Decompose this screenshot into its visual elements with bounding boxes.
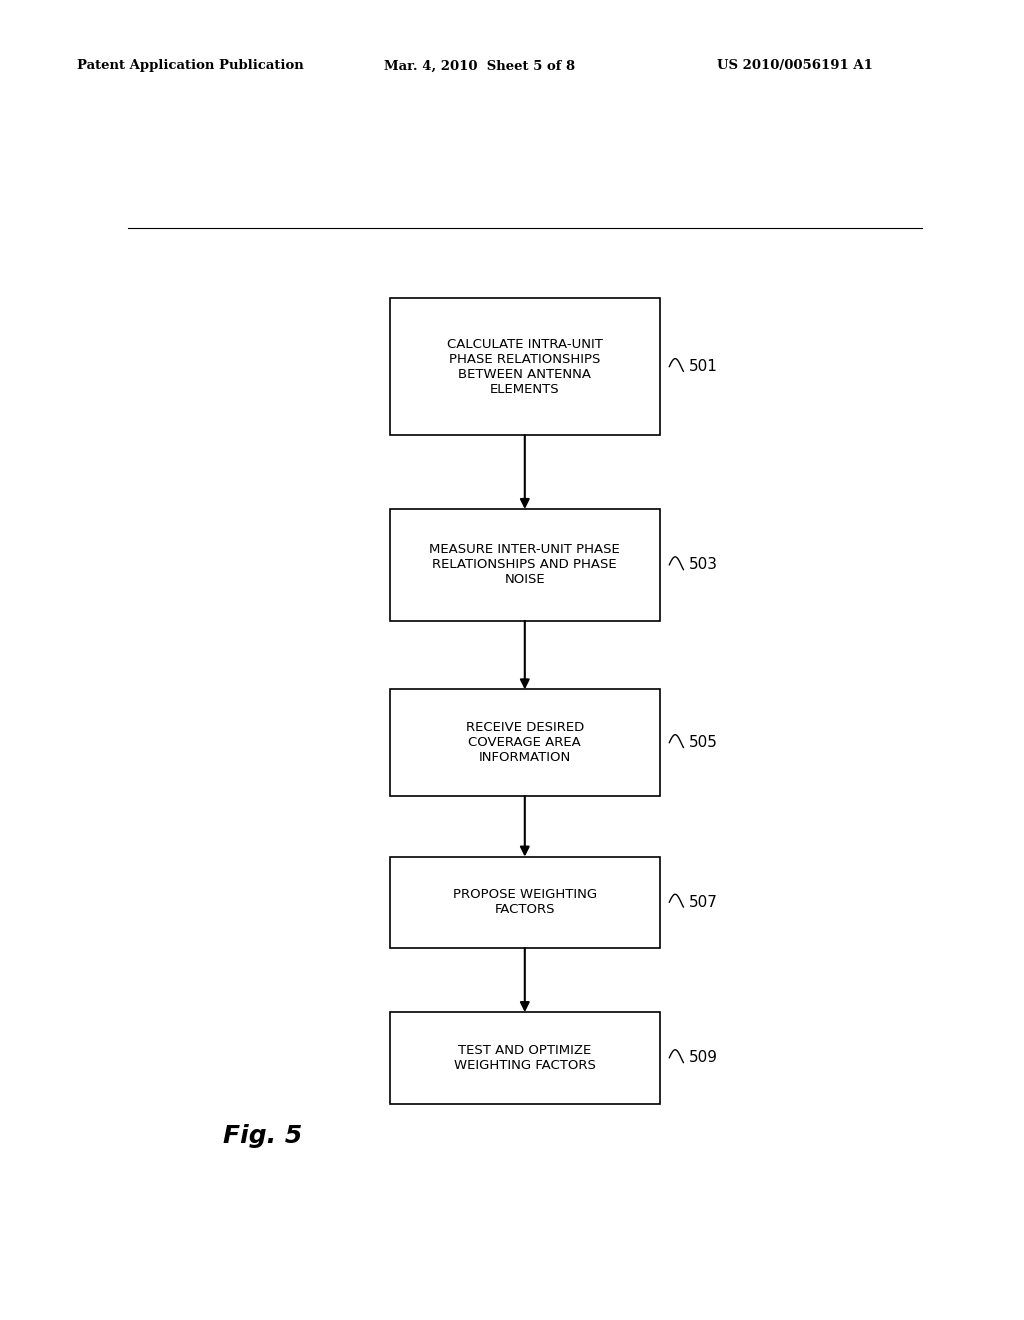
Text: Patent Application Publication: Patent Application Publication [77, 59, 303, 73]
Text: TEST AND OPTIMIZE
WEIGHTING FACTORS: TEST AND OPTIMIZE WEIGHTING FACTORS [454, 1044, 596, 1072]
Bar [390, 857, 659, 948]
Bar [390, 1012, 659, 1104]
Text: US 2010/0056191 A1: US 2010/0056191 A1 [717, 59, 872, 73]
Text: 505: 505 [689, 735, 718, 750]
Text: RECEIVE DESIRED
COVERAGE AREA
INFORMATION: RECEIVE DESIRED COVERAGE AREA INFORMATIO… [466, 721, 584, 764]
Text: Mar. 4, 2010  Sheet 5 of 8: Mar. 4, 2010 Sheet 5 of 8 [384, 59, 575, 73]
Text: 501: 501 [689, 359, 718, 375]
Text: PROPOSE WEIGHTING
FACTORS: PROPOSE WEIGHTING FACTORS [453, 888, 597, 916]
Text: 507: 507 [689, 895, 718, 909]
Text: Fig. 5: Fig. 5 [223, 1125, 302, 1148]
Bar [390, 689, 659, 796]
Bar [390, 298, 659, 436]
Text: 503: 503 [689, 557, 718, 573]
Text: 509: 509 [689, 1051, 718, 1065]
Text: CALCULATE INTRA-UNIT
PHASE RELATIONSHIPS
BETWEEN ANTENNA
ELEMENTS: CALCULATE INTRA-UNIT PHASE RELATIONSHIPS… [446, 338, 603, 396]
Bar [390, 510, 659, 620]
Text: MEASURE INTER-UNIT PHASE
RELATIONSHIPS AND PHASE
NOISE: MEASURE INTER-UNIT PHASE RELATIONSHIPS A… [429, 544, 621, 586]
